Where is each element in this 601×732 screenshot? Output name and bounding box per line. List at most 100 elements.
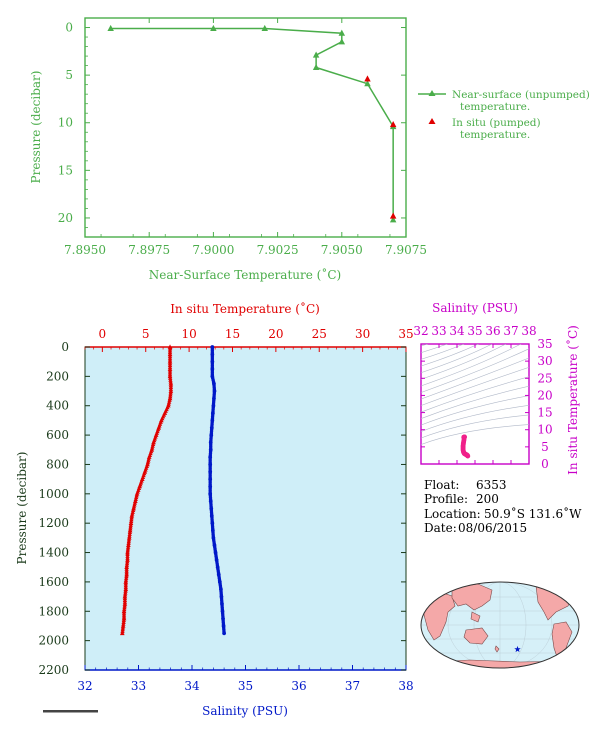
temperature-profile-point	[128, 524, 133, 529]
temperature-profile-point	[124, 571, 129, 577]
temperature-profile-point	[124, 562, 130, 568]
legend-unpumped-marker	[428, 90, 436, 96]
world-map	[420, 581, 580, 669]
temperature-profile-point	[122, 593, 128, 599]
pressure-tick-label: 600	[46, 428, 69, 442]
land-southeast-asia	[470, 611, 481, 623]
salinity-profile-point	[212, 543, 217, 548]
pumped-temperature-point	[389, 212, 397, 219]
temperature-profile-point	[129, 513, 135, 518]
land-asia	[451, 583, 493, 611]
pressure-tick-label: 800	[46, 457, 69, 471]
temperature-profile-point	[120, 623, 126, 628]
unpumped-temperature-point	[389, 216, 397, 223]
ts-xtick-label: 37	[503, 324, 518, 338]
temperature-profile-point	[122, 601, 128, 606]
unpumped-temperature-point	[312, 51, 320, 58]
temperature-profile-series	[119, 344, 174, 636]
salinity-tick-label: 33	[131, 679, 146, 693]
temperature-tick-label: 10	[181, 327, 196, 341]
temperature-tick-label: 35	[398, 327, 413, 341]
map-outline	[420, 581, 580, 669]
salinity-profile-point	[210, 345, 215, 349]
salinity-profile-point	[210, 418, 215, 423]
temperature-profile-point	[125, 549, 130, 555]
ts-ylabel: In situ Temperature (˚C)	[565, 325, 580, 475]
profile-chart: 0 5 10 15 20 25 30 35 32 33 34 35 36 37 38 0 200 400 600 80…	[15, 301, 414, 718]
salinity-profile-point	[210, 374, 215, 379]
ts-xtick-label: 33	[431, 324, 446, 338]
ts-xtick-label: 32	[413, 324, 428, 338]
temperature-profile-point	[122, 607, 127, 612]
temperature-profile-point	[151, 439, 156, 445]
pressure-tick-label: 1200	[38, 516, 69, 530]
temperature-profile-point	[167, 395, 173, 401]
near-surface-ytick-label: 15	[58, 163, 73, 177]
temperature-profile-point	[167, 359, 173, 364]
ts-ytick-label: 5	[541, 440, 549, 454]
temperature-profile-point	[122, 605, 127, 610]
ts-plot-area	[420, 343, 530, 465]
pressure-tick-label: 1400	[38, 546, 69, 560]
unpumped-temperature-point	[364, 80, 371, 87]
temperature-tick-label: 30	[355, 327, 370, 341]
salinity-profile-point	[216, 572, 221, 577]
temperature-profile-point	[168, 379, 173, 384]
temperature-profile-point	[125, 546, 131, 551]
salinity-profile-point	[220, 602, 224, 606]
ts-contour-line	[421, 344, 507, 380]
salinity-profile-point	[214, 557, 219, 562]
salinity-profile-point	[210, 359, 215, 364]
salinity-profile-point	[209, 513, 214, 518]
temperature-profile-point	[167, 366, 173, 371]
near-surface-xlabel: Near-Surface Temperature (˚C)	[149, 267, 341, 282]
salinity-tick-label: 38	[398, 679, 413, 693]
legend-pumped-label-2: temperature.	[460, 129, 530, 141]
unpumped-temperature-point	[338, 38, 346, 45]
temperature-profile-point	[168, 388, 174, 393]
near-surface-xtick-label: 7.9000	[192, 243, 234, 257]
near-surface-ytick-label: 10	[58, 116, 73, 130]
temperature-profile-point	[127, 533, 132, 538]
unpumped-temperature-point	[107, 24, 114, 31]
salinity-profile-point	[208, 491, 213, 496]
temperature-profile-point	[168, 381, 174, 386]
pressure-tick-label: 1800	[38, 604, 69, 618]
salinity-profile-point	[208, 469, 213, 474]
ts-contour-line	[421, 344, 522, 387]
salinity-profile-point	[213, 550, 218, 555]
ts-xtick-label: 35	[467, 324, 482, 338]
date-label: Date:	[424, 521, 457, 535]
footer-tiny-text-bar	[43, 710, 98, 713]
pressure-tick-label: 2000	[38, 634, 69, 648]
ts-contour-line	[421, 395, 529, 426]
near-surface-xtick-label: 7.9075	[385, 243, 427, 257]
ts-ytick-label: 30	[537, 354, 552, 368]
unpumped-temperature-point	[338, 29, 346, 36]
float-info: Float: 6353 Profile: 200 Location: 50.9˚…	[424, 478, 582, 535]
near-surface-xtick-label: 7.8975	[128, 243, 170, 257]
ts-ytick-label: 35	[537, 337, 552, 351]
salinity-profile-point	[220, 609, 225, 614]
temperature-profile-point	[162, 410, 168, 415]
salinity-tick-label: 34	[184, 679, 200, 693]
temperature-profile-point	[123, 579, 129, 584]
pumped-temperature-point	[389, 121, 397, 128]
land-africa-europe	[423, 591, 456, 641]
salinity-tick-label: 32	[77, 679, 92, 693]
near-surface-xtick-label: 7.9050	[321, 243, 363, 257]
footer-tiny-text	[43, 710, 98, 713]
salinity-tick-label: 35	[238, 679, 253, 693]
temperature-profile-point	[123, 586, 129, 592]
temperature-tick-label: 25	[312, 327, 327, 341]
temperature-profile-point	[119, 630, 125, 636]
ts-xtick-label: 34	[449, 324, 465, 338]
ts-contour-line	[421, 376, 529, 413]
temperature-profile-point	[126, 539, 131, 544]
temperature-profile-point	[124, 564, 129, 570]
temperature-profile-point	[125, 557, 130, 562]
ts-contour-line	[421, 405, 529, 432]
profile-ticks: 0 5 10 15 20 25 30 35 32 33 34 35 36 37 38 0 200 400 600 80…	[38, 327, 413, 693]
